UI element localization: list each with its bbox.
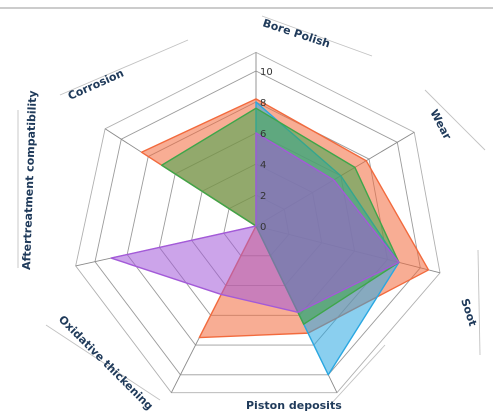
series-layer xyxy=(110,98,430,376)
tick-label-10: 10 xyxy=(260,67,273,78)
grid-ring-10 xyxy=(94,70,421,376)
series-3-area xyxy=(110,132,400,314)
axis-label-5: Aftertreatment compatibility xyxy=(20,90,39,270)
axis-label-0: Bore Polish xyxy=(261,16,332,50)
tick-label-4: 4 xyxy=(260,160,266,171)
axis-label-6: Corrosion xyxy=(66,67,126,103)
tick-label-8: 8 xyxy=(260,98,266,109)
frame-line-3 xyxy=(329,344,386,406)
frame-line-0 xyxy=(261,15,373,57)
axis-label-4: Oxidative thickening xyxy=(56,313,156,412)
tick-labels: 0 2 4 6 8 10 xyxy=(260,67,273,233)
tick-label-2: 2 xyxy=(260,191,266,202)
axis-label-1: Wear xyxy=(427,107,454,142)
frame-line-2 xyxy=(477,249,481,356)
frame-line-4 xyxy=(45,324,161,401)
tick-label-6: 6 xyxy=(260,129,266,140)
tick-label-0: 0 xyxy=(260,222,266,233)
frame-line-1 xyxy=(424,89,486,151)
frame-line-6 xyxy=(59,39,189,96)
grid-outer-frame xyxy=(75,51,441,394)
axis-label-3: Piston deposits xyxy=(246,399,342,412)
axis-label-2: Soot xyxy=(458,297,479,328)
